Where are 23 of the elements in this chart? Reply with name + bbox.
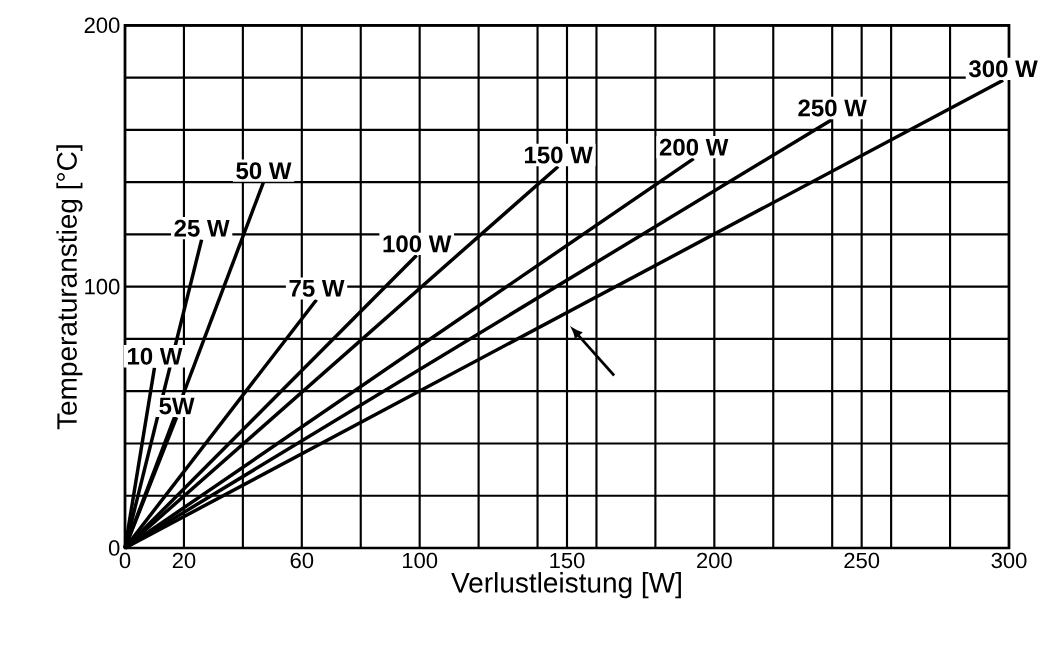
series-label: 5W [159,397,195,415]
x-tick-label: 300 [991,552,1027,569]
series-label: 50 W [236,162,292,180]
series-label: 10 W [127,347,183,365]
x-tick-label: 250 [844,552,880,569]
x-tick-label: 150 [550,552,585,569]
x-tick-label: 0 [119,552,131,569]
series-label: 150 W [524,146,593,164]
y-tick-label: 200 [84,17,120,34]
y-tick-label: 100 [85,278,120,295]
series-label: 300 W [968,60,1038,78]
y-axis-title: Temperaturanstieg [°C] [56,145,83,430]
x-tick-label: 60 [290,552,314,569]
y-tick-label: 0 [108,540,120,556]
series-label: 25 W [174,219,230,237]
x-tick-label: 100 [402,552,438,569]
series-label: 75 W [289,280,345,297]
series-label: 250 W [798,99,867,117]
series-label: 200 W [659,138,729,156]
x-axis-title: Verlustleistung [W] [451,572,681,599]
series-label: 100 W [383,235,452,253]
x-tick-label: 200 [697,552,732,569]
x-tick-label: 20 [172,552,196,569]
